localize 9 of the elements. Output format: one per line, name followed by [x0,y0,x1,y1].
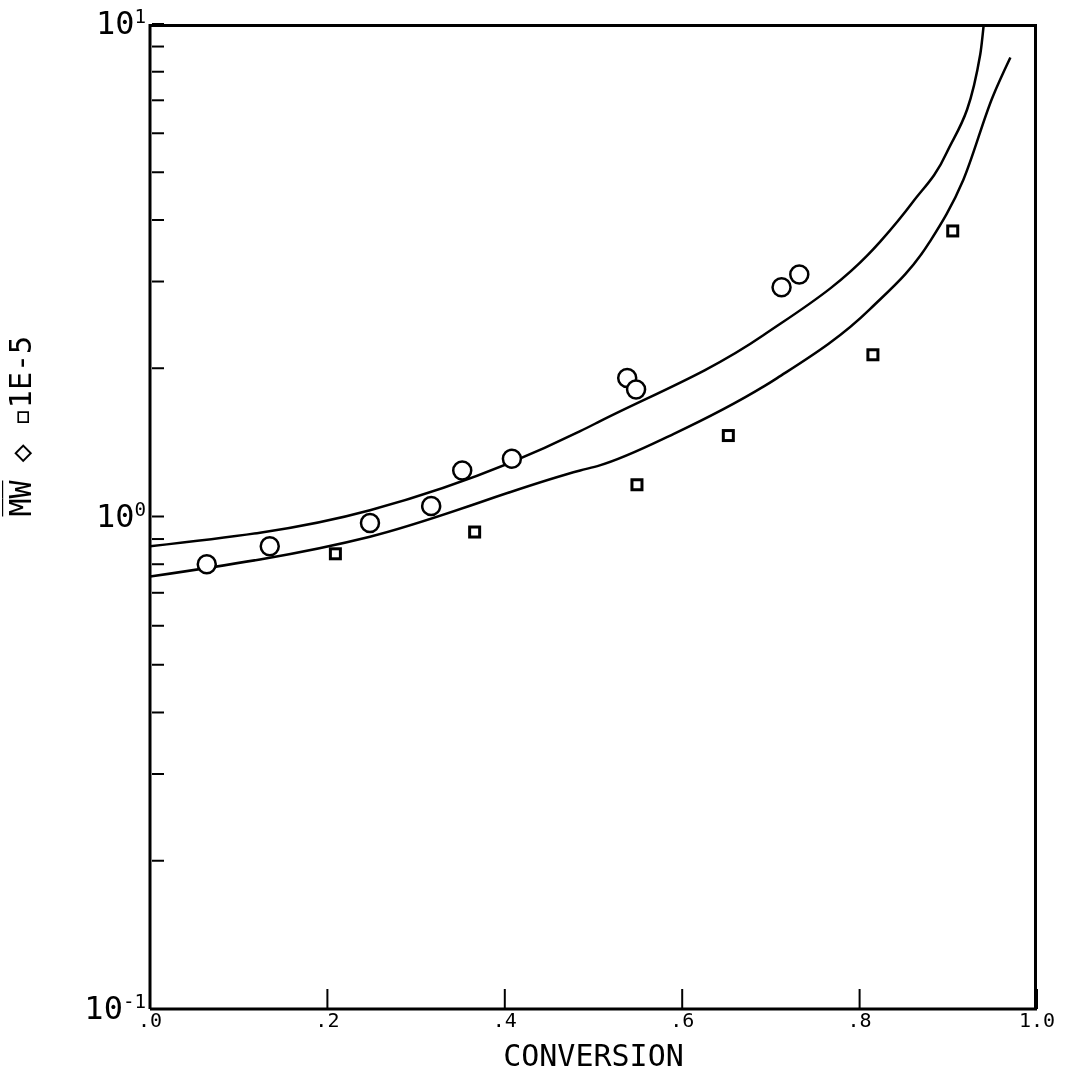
x-tick-label: .4 [492,1008,517,1032]
x-tick-label: .8 [847,1008,872,1032]
y-tick-label: 10$^{1}$ [95,4,146,42]
x-tick-label: .2 [315,1008,340,1032]
y-axis-title: M̅W̅ ◇ ▫1E-5 [2,335,38,517]
x-axis-title: CONVERSION [503,1038,684,1066]
x-tick-label: 1.0 [1018,1008,1056,1032]
x-tick-label: .6 [670,1008,695,1032]
y-tick-label: 10$^{0}$ [95,496,146,535]
